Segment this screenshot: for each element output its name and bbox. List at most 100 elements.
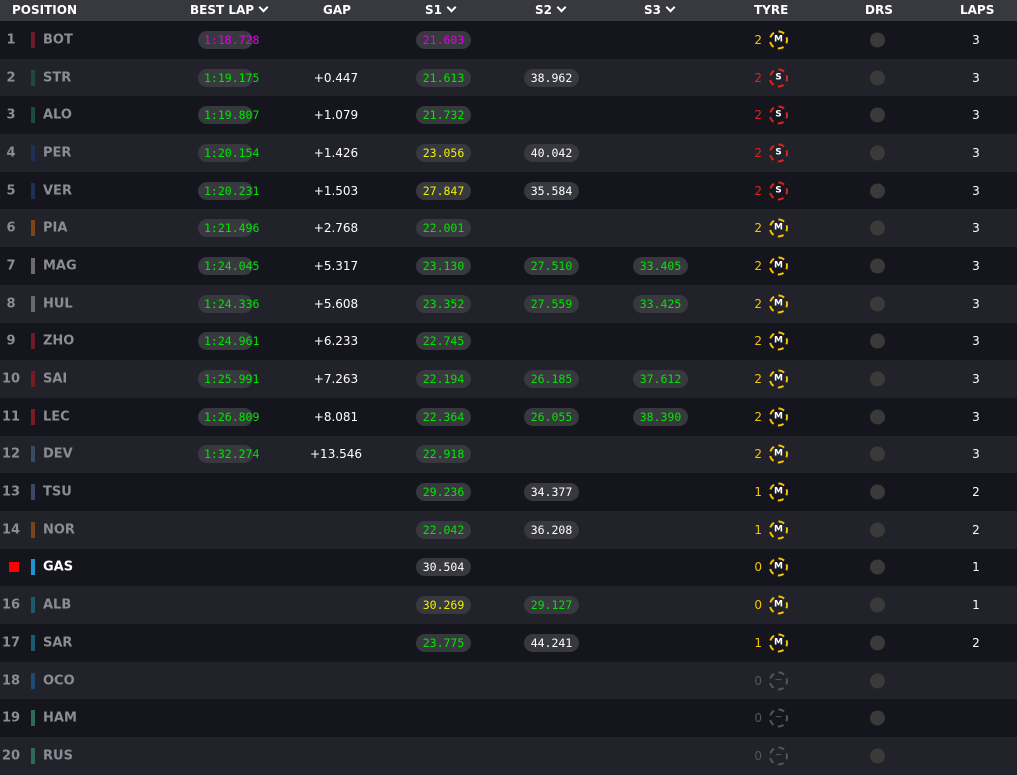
table-row[interactable]: 19 HAM 0−: [0, 699, 1017, 738]
sector-1-time: 30.504: [416, 558, 471, 577]
header-drs[interactable]: DRS: [865, 3, 893, 17]
timing-table: 1 BOT 1:18.728 21.603 2 M 3 2 STR 1:19.175 21.613 3…: [0, 21, 1017, 775]
table-row[interactable]: 16 ALB 30.269 29.127 0 M 1: [0, 586, 1017, 624]
team-color-bar: [31, 333, 35, 350]
table-row[interactable]: 17 SAR 23.775 44.241 1 M 2: [0, 624, 1017, 662]
lap-count: 3: [972, 221, 980, 236]
tyre-stint-count: 2: [754, 32, 762, 47]
position-number: 8: [6, 296, 16, 312]
drs-indicator: [870, 446, 885, 462]
table-row[interactable]: 6 PIA 1:21.496 22.001 +2.768 2 M 3: [0, 209, 1017, 248]
sector-3-time: 33.425: [633, 294, 688, 313]
gap-to-leader: +13.546: [310, 447, 363, 462]
driver-abbreviation: OCO: [43, 673, 75, 689]
drs-indicator: [870, 559, 885, 575]
team-color-bar: [31, 484, 35, 501]
table-row[interactable]: 13 TSU 29.236 34.377 1 M 2: [0, 473, 1017, 511]
best-lap-time: 1:19.807: [198, 106, 259, 125]
medium-tyre-icon: M: [769, 520, 788, 540]
table-row[interactable]: 1 BOT 1:18.728 21.603 2 M 3: [0, 21, 1017, 59]
table-row[interactable]: 2 STR 1:19.175 21.613 38.962 +0.447 2 S 3: [0, 58, 1017, 97]
sector-3-time: 33.405: [633, 256, 688, 275]
medium-tyre-icon: M: [769, 595, 788, 615]
sector-2-time: 36.208: [524, 520, 579, 539]
sector-2-time: 26.185: [524, 370, 579, 389]
header-position[interactable]: POSITION: [12, 3, 77, 17]
header-laps[interactable]: LAPS: [960, 3, 995, 17]
table-row[interactable]: 4 PER 1:20.154 23.056 40.042 +1.426 2 S 3: [0, 134, 1017, 172]
driver-abbreviation: GAS: [43, 559, 74, 575]
tyre-stint-count: 2: [754, 145, 762, 160]
soft-tyre-icon: S: [769, 68, 788, 88]
team-color-bar: [31, 144, 35, 161]
table-row[interactable]: 3 ALO 1:19.807 21.732 +1.079 2 S 3: [0, 96, 1017, 135]
medium-tyre-icon: M: [769, 218, 788, 238]
sector-2-time: 27.559: [524, 294, 579, 313]
table-row[interactable]: 10 SAI 1:25.991 22.194 26.185 37.612 +7.263 2 M 3: [0, 360, 1017, 398]
lap-count: 3: [972, 145, 980, 160]
driver-abbreviation: ALB: [43, 597, 72, 613]
sector-2-time: 26.055: [524, 407, 579, 426]
table-row[interactable]: 14 NOR 22.042 36.208 1 M 2: [0, 510, 1017, 549]
table-row[interactable]: 18 OCO 0−: [0, 661, 1017, 700]
medium-tyre-icon: M: [769, 256, 788, 276]
position-number: 18: [1, 673, 21, 689]
medium-tyre-icon: M: [769, 482, 788, 502]
sector-1-time: 23.775: [416, 633, 471, 652]
position-number: 12: [1, 446, 21, 462]
gap-to-leader: +2.768: [313, 221, 359, 236]
header-best-lap[interactable]: BEST LAP: [190, 2, 269, 17]
medium-tyre-icon: M: [769, 407, 788, 427]
header-s2[interactable]: S2: [535, 2, 567, 17]
table-row[interactable]: 5 VER 1:20.231 27.847 35.584 +1.503 2 S 3: [0, 171, 1017, 210]
drs-indicator: [870, 635, 885, 651]
sector-1-time: 23.056: [416, 143, 471, 162]
header-s2-label: S2: [535, 3, 552, 17]
best-lap-time: 1:18.728: [198, 30, 259, 49]
tyre-stint-count: 2: [754, 258, 762, 273]
table-row[interactable]: 12 DEV 1:32.274 22.918 +13.546 2 M 3: [0, 435, 1017, 474]
tyre-stint-count: 2: [754, 296, 762, 311]
driver-abbreviation: DEV: [43, 446, 73, 462]
driver-abbreviation: STR: [43, 70, 72, 86]
table-row[interactable]: 8 HUL 1:24.336 23.352 27.559 33.425 +5.608 2 M 3: [0, 284, 1017, 323]
drs-indicator: [870, 258, 885, 274]
header-s1[interactable]: S1: [425, 2, 457, 17]
sector-1-time: 27.847: [416, 181, 471, 200]
lap-count: 1: [972, 598, 980, 613]
medium-tyre-icon: M: [769, 30, 788, 50]
table-row[interactable]: 20 RUS 0−: [0, 737, 1017, 775]
driver-abbreviation: PIA: [43, 220, 68, 236]
drs-indicator: [870, 145, 885, 161]
position-number: 16: [1, 597, 21, 613]
best-lap-time: 1:24.961: [198, 332, 259, 351]
table-row[interactable]: 7 MAG 1:24.045 23.130 27.510 33.405 +5.317 2 M 3: [0, 247, 1017, 285]
sector-1-time: 21.613: [416, 68, 471, 87]
soft-tyre-icon: S: [769, 143, 788, 163]
table-row[interactable]: GAS 30.504 0 M 1: [0, 548, 1017, 587]
lap-count: 3: [972, 296, 980, 311]
driver-abbreviation: HUL: [43, 296, 73, 312]
header-gap[interactable]: GAP: [323, 3, 351, 17]
tyre-stint-count: 2: [754, 70, 762, 85]
lap-count: 3: [972, 372, 980, 387]
table-row[interactable]: 11 LEC 1:26.809 22.364 26.055 38.390 +8.081 2 M 3: [0, 397, 1017, 436]
sector-1-time: 23.130: [416, 256, 471, 275]
tyre-stint-count: 2: [754, 221, 762, 236]
gap-to-leader: +5.608: [313, 296, 359, 311]
no-tyre-icon: −: [769, 671, 788, 691]
team-color-bar: [31, 371, 35, 388]
medium-tyre-icon: M: [769, 557, 788, 577]
header-s1-label: S1: [425, 3, 442, 17]
header-s3[interactable]: S3: [644, 2, 676, 17]
team-color-bar: [31, 257, 35, 274]
lap-count: 1: [972, 560, 980, 575]
header-tyre[interactable]: TYRE: [754, 3, 789, 17]
best-lap-time: 1:24.336: [198, 294, 259, 313]
sector-1-time: 23.352: [416, 294, 471, 313]
driver-abbreviation: TSU: [43, 484, 72, 500]
position-number: 11: [1, 409, 21, 425]
table-row[interactable]: 9 ZHO 1:24.961 22.745 +6.233 2 M 3: [0, 322, 1017, 361]
gap-to-leader: +0.447: [313, 70, 359, 85]
tyre-stint-count: 2: [754, 409, 762, 424]
